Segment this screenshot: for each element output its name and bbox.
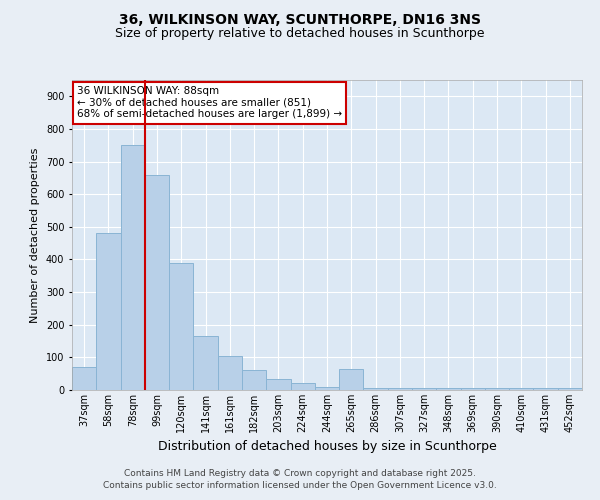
Bar [96, 234, 121, 390]
Bar [218, 356, 242, 390]
Bar [145, 174, 169, 390]
Text: 36, WILKINSON WAY, SCUNTHORPE, DN16 3NS: 36, WILKINSON WAY, SCUNTHORPE, DN16 3NS [119, 12, 481, 26]
Bar [388, 388, 412, 390]
Bar [509, 388, 533, 390]
Bar [242, 370, 266, 390]
Bar [315, 386, 339, 390]
Bar [461, 388, 485, 390]
Bar [364, 388, 388, 390]
Bar [412, 388, 436, 390]
Bar [290, 384, 315, 390]
Text: 36 WILKINSON WAY: 88sqm
← 30% of detached houses are smaller (851)
68% of semi-d: 36 WILKINSON WAY: 88sqm ← 30% of detache… [77, 86, 342, 120]
Bar [169, 262, 193, 390]
Bar [485, 388, 509, 390]
Bar [266, 378, 290, 390]
Bar [339, 369, 364, 390]
Bar [558, 388, 582, 390]
X-axis label: Distribution of detached houses by size in Scunthorpe: Distribution of detached houses by size … [158, 440, 496, 454]
Bar [121, 146, 145, 390]
Bar [193, 336, 218, 390]
Text: Size of property relative to detached houses in Scunthorpe: Size of property relative to detached ho… [115, 28, 485, 40]
Bar [72, 367, 96, 390]
Y-axis label: Number of detached properties: Number of detached properties [31, 148, 40, 322]
Bar [436, 388, 461, 390]
Bar [533, 388, 558, 390]
Text: Contains HM Land Registry data © Crown copyright and database right 2025.
Contai: Contains HM Land Registry data © Crown c… [103, 468, 497, 490]
